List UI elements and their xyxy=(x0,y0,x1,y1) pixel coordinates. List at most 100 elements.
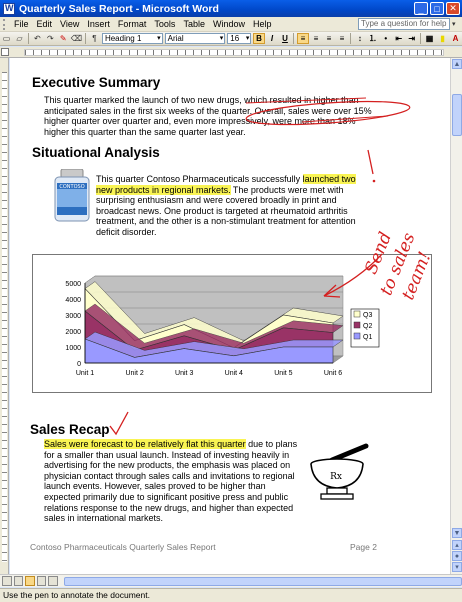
sales-area-chart[interactable]: 0 1000 2000 3000 4000 5000 Unit 1 Unit 2 Unit 3 U… xyxy=(32,254,432,393)
chart-y-tick-label: 2000 xyxy=(65,329,81,336)
chart-x-tick-label: Unit 5 xyxy=(274,370,292,377)
word-app-icon[interactable] xyxy=(3,2,15,15)
maximize-button[interactable]: □ xyxy=(430,2,444,15)
situational-text-end: The products were met with surprising en… xyxy=(96,184,356,237)
menu-help[interactable]: Help xyxy=(252,19,272,29)
sales-recap-heading: Sales Recap xyxy=(30,422,110,437)
increase-indent-icon[interactable]: ⇥ xyxy=(408,34,416,43)
ink-checkmark xyxy=(109,411,129,436)
close-button[interactable]: ✕ xyxy=(446,2,460,15)
decrease-indent-icon[interactable]: ⇤ xyxy=(395,34,403,43)
align-left-icon[interactable]: ≡ xyxy=(297,33,309,44)
summary-line: higher this quarter than the same quarte… xyxy=(44,126,246,137)
chart-legend-swatch xyxy=(353,310,361,318)
font-size-select[interactable]: 16 xyxy=(227,33,252,44)
menu-window[interactable]: Window xyxy=(212,19,245,29)
title-bar: Quarterly Sales Report - Microsoft Word … xyxy=(0,0,462,17)
italic-button[interactable]: I xyxy=(270,34,274,43)
chart-y-tick-label: 3000 xyxy=(65,313,81,320)
new-document-icon[interactable]: ▭ xyxy=(2,34,11,43)
justify-icon[interactable]: ≡ xyxy=(339,34,345,43)
normal-view-icon[interactable] xyxy=(2,576,12,586)
previous-page-icon[interactable]: ▴ xyxy=(452,540,462,550)
chart-y-tick-label: 5000 xyxy=(65,281,81,288)
chart-y-tick-label: 1000 xyxy=(65,345,81,352)
minimize-button[interactable]: _ xyxy=(414,2,428,15)
chart-gridline xyxy=(84,275,96,284)
highlighted-text: Sales were forecast to be relatively fla… xyxy=(44,439,246,449)
footer-title: Contoso Pharmaceuticals Quarterly Sales … xyxy=(30,542,216,552)
line-spacing-icon[interactable]: ↕ xyxy=(357,34,362,43)
footer-page-number: Page 2 xyxy=(350,542,377,552)
chart-legend-swatch xyxy=(353,332,361,340)
bold-button[interactable]: B xyxy=(253,33,265,44)
window-title: Quarterly Sales Report - Microsoft Word xyxy=(19,2,219,15)
chart-legend-swatch xyxy=(353,321,361,329)
horizontal-scrollbar[interactable] xyxy=(0,574,462,587)
numbering-icon[interactable]: ⒈ xyxy=(368,34,377,43)
document-page[interactable]: Executive Summary This quarter marked th… xyxy=(10,58,450,574)
menu-bar: File Edit View Insert Format Tools Table… xyxy=(0,17,462,32)
style-select[interactable]: Heading 1 xyxy=(101,33,163,44)
browse-object-icon[interactable]: ● xyxy=(452,551,462,561)
font-select[interactable]: Arial xyxy=(164,33,226,44)
chart-x-tick-label: Unit 4 xyxy=(225,370,243,377)
chart-x-tick-label: Unit 1 xyxy=(76,370,94,377)
ask-dropdown-icon[interactable]: ▾ xyxy=(452,21,456,28)
undo-icon[interactable]: ↶ xyxy=(33,34,41,43)
menu-grip[interactable] xyxy=(3,18,6,30)
toolbar-separator xyxy=(420,33,422,44)
horizontal-ruler[interactable] xyxy=(0,47,462,58)
scroll-down-icon[interactable]: ▼ xyxy=(452,528,462,538)
scroll-up-icon[interactable]: ▲ xyxy=(452,59,462,69)
summary-line: anticipated sales in the first six weeks… xyxy=(44,105,372,116)
menu-file[interactable]: File xyxy=(14,19,29,29)
sales-recap-paragraph: Sales were forecast to be relatively fla… xyxy=(44,439,298,524)
align-center-icon[interactable]: ≡ xyxy=(313,34,319,43)
menu-view[interactable]: View xyxy=(60,19,80,29)
styles-pane-icon[interactable]: ¶ xyxy=(92,34,97,43)
chart-x-tick-label: Unit 6 xyxy=(324,370,342,377)
summary-line: higher quarter over quarter and, even mo… xyxy=(44,116,356,127)
medicine-bottle-image: CONTOSO xyxy=(54,169,90,222)
chart-x-tick-label: Unit 3 xyxy=(175,370,193,377)
vertical-scrollbar[interactable]: ▲ ▼ ▴ ● ▾ xyxy=(450,58,462,574)
highlight-pen-icon[interactable]: ✎ xyxy=(59,34,67,43)
chart-svg: 0 1000 2000 3000 4000 5000 Unit 1 Unit 2 Unit 3 U… xyxy=(65,275,380,377)
chart-x-tick-label: Unit 2 xyxy=(125,370,143,377)
summary-line: This quarter marked the launch of two ne… xyxy=(44,95,359,105)
scroll-thumb[interactable] xyxy=(452,94,462,136)
menu-insert[interactable]: Insert xyxy=(87,19,110,29)
chart-legend-label: Q3 xyxy=(363,312,372,319)
menu-table[interactable]: Table xyxy=(183,19,205,29)
eraser-icon[interactable]: ⌫ xyxy=(70,34,83,43)
outline-view-icon[interactable] xyxy=(36,576,47,586)
toolbar-separator xyxy=(27,33,29,44)
ask-question-input[interactable]: Type a question for help xyxy=(358,18,450,30)
align-right-icon[interactable]: ≡ xyxy=(326,34,332,43)
border-icon[interactable]: ▦ xyxy=(425,34,434,43)
menu-tools[interactable]: Tools xyxy=(154,19,176,29)
menu-format[interactable]: Format xyxy=(117,19,147,29)
reading-view-icon[interactable] xyxy=(48,576,58,586)
bullets-icon[interactable]: • xyxy=(384,34,388,43)
web-view-icon[interactable] xyxy=(13,576,24,586)
chart-legend-label: Q2 xyxy=(363,323,372,330)
bottle-brand-label: CONTOSO xyxy=(59,184,84,190)
status-bar: Use the pen to annotate the document. xyxy=(0,588,462,602)
open-icon[interactable]: ▱ xyxy=(16,34,23,43)
next-page-icon[interactable]: ▾ xyxy=(452,562,462,572)
font-color-icon[interactable]: A xyxy=(452,34,459,43)
menu-edit[interactable]: Edit xyxy=(36,19,53,29)
rx-label: Rx xyxy=(330,472,342,482)
underline-button[interactable]: U xyxy=(282,34,288,43)
print-layout-view-icon[interactable] xyxy=(25,576,35,586)
ruler-scale xyxy=(24,49,444,56)
redo-icon[interactable]: ↷ xyxy=(46,34,54,43)
horizontal-scroll-thumb[interactable] xyxy=(63,576,462,586)
tab-selector[interactable] xyxy=(1,48,9,56)
situational-paragraph: This quarter Contoso Pharmaceuticals suc… xyxy=(96,174,374,238)
highlight-color-icon[interactable]: ▮ xyxy=(440,34,445,43)
chart-legend-label: Q1 xyxy=(363,334,372,341)
